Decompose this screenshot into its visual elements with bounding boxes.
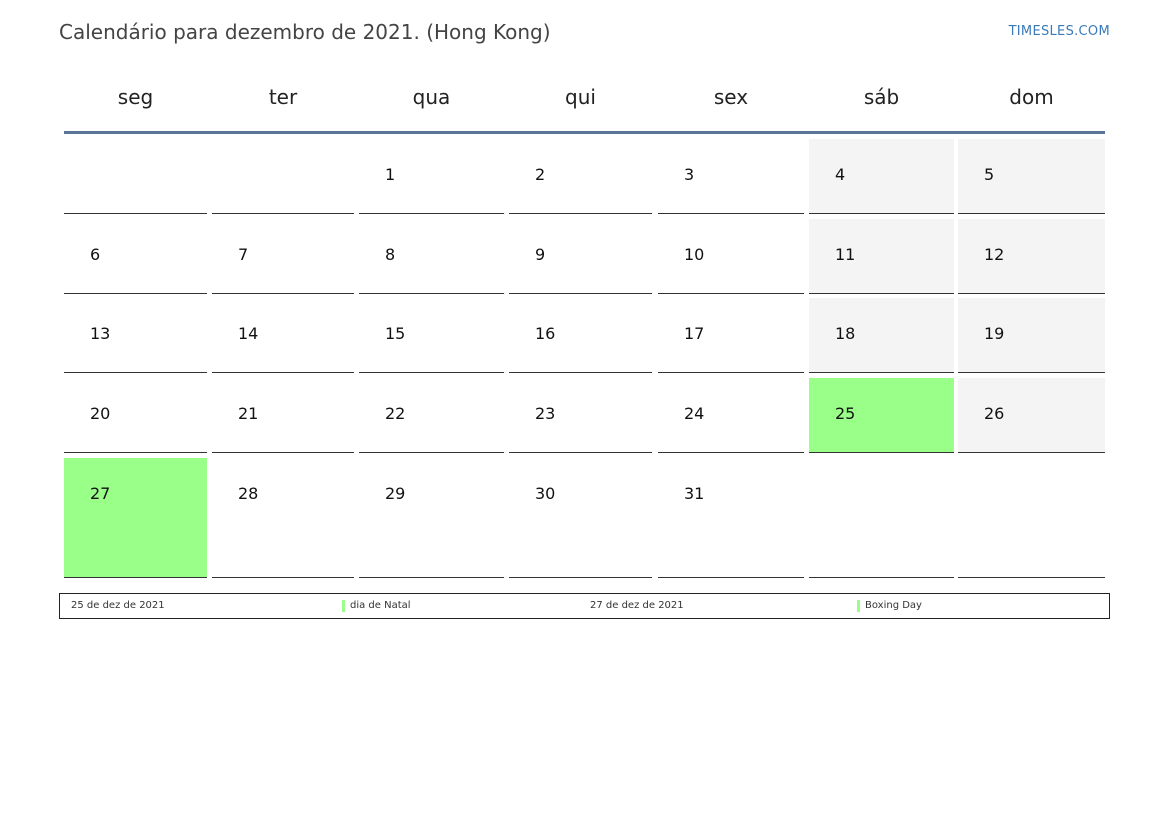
day-number: 11	[835, 245, 856, 264]
day-cell-22[interactable]: 22	[359, 378, 504, 453]
day-cell-5[interactable]: 5	[958, 139, 1105, 214]
day-cell-3[interactable]: 3	[658, 139, 804, 214]
day-cell-29[interactable]: 29	[359, 458, 504, 578]
day-number: 22	[385, 404, 406, 423]
day-number: 16	[535, 324, 556, 343]
empty-day-cell	[212, 139, 354, 214]
day-number: 31	[684, 484, 705, 503]
day-cell-9[interactable]: 9	[509, 219, 652, 294]
day-number: 4	[835, 165, 846, 184]
day-cell-23[interactable]: 23	[509, 378, 652, 453]
day-number: 27	[90, 484, 111, 503]
day-cell-7[interactable]: 7	[212, 219, 354, 294]
day-cell-13[interactable]: 13	[64, 298, 207, 373]
day-cell-6[interactable]: 6	[64, 219, 207, 294]
day-number: 19	[984, 324, 1005, 343]
holiday-legend: 25 de dez de 2021 dia de Natal 27 de dez…	[59, 593, 1110, 619]
day-cell-27[interactable]: 27	[64, 458, 207, 578]
weekday-header-row: seg ter qua qui sex sáb dom	[64, 85, 1105, 115]
day-number: 2	[535, 165, 546, 184]
page-title: Calendário para dezembro de 2021. (Hong …	[59, 20, 551, 44]
day-cell-11[interactable]: 11	[809, 219, 954, 294]
day-cell-24[interactable]: 24	[658, 378, 804, 453]
weekday-header-0: seg	[117, 85, 154, 109]
day-number: 23	[535, 404, 556, 423]
day-cell-26[interactable]: 26	[958, 378, 1105, 453]
legend-color-marker-1	[342, 600, 345, 612]
day-number: 29	[385, 484, 406, 503]
day-number: 17	[684, 324, 705, 343]
day-number: 13	[90, 324, 111, 343]
day-cell-17[interactable]: 17	[658, 298, 804, 373]
day-number: 1	[385, 165, 396, 184]
legend-date-2: 27 de dez de 2021	[590, 600, 684, 611]
day-number: 25	[835, 404, 856, 423]
legend-color-marker-2	[857, 600, 860, 612]
day-number: 7	[238, 245, 249, 264]
day-cell-19[interactable]: 19	[958, 298, 1105, 373]
weekday-header-1: ter	[268, 85, 298, 109]
day-cell-14[interactable]: 14	[212, 298, 354, 373]
day-number: 9	[535, 245, 546, 264]
day-cell-16[interactable]: 16	[509, 298, 652, 373]
empty-day-cell	[809, 458, 954, 578]
legend-name-1: dia de Natal	[350, 600, 411, 611]
day-cell-20[interactable]: 20	[64, 378, 207, 453]
day-number: 5	[984, 165, 995, 184]
day-cell-12[interactable]: 12	[958, 219, 1105, 294]
day-number: 10	[684, 245, 705, 264]
day-cell-15[interactable]: 15	[359, 298, 504, 373]
legend-date-1: 25 de dez de 2021	[71, 600, 165, 611]
day-cell-31[interactable]: 31	[658, 458, 804, 578]
day-cell-1[interactable]: 1	[359, 139, 504, 214]
day-number: 18	[835, 324, 856, 343]
day-number: 30	[535, 484, 556, 503]
day-cell-10[interactable]: 10	[658, 219, 804, 294]
day-number: 8	[385, 245, 396, 264]
day-number: 3	[684, 165, 695, 184]
day-cell-30[interactable]: 30	[509, 458, 652, 578]
day-number: 28	[238, 484, 259, 503]
day-cell-18[interactable]: 18	[809, 298, 954, 373]
site-link[interactable]: TIMESLES.COM	[1008, 24, 1110, 39]
day-number: 6	[90, 245, 101, 264]
header-divider	[64, 131, 1105, 134]
empty-day-cell	[958, 458, 1105, 578]
day-number: 14	[238, 324, 259, 343]
day-number: 24	[684, 404, 705, 423]
day-cell-8[interactable]: 8	[359, 219, 504, 294]
weekday-header-4: sex	[713, 85, 749, 109]
day-number: 26	[984, 404, 1005, 423]
day-cell-25[interactable]: 25	[809, 378, 954, 453]
weekday-header-6: dom	[1009, 85, 1054, 109]
day-number: 21	[238, 404, 259, 423]
weekday-header-5: sáb	[863, 85, 900, 109]
weekday-header-3: qui	[565, 85, 596, 109]
day-cell-28[interactable]: 28	[212, 458, 354, 578]
day-number: 12	[984, 245, 1005, 264]
day-cell-4[interactable]: 4	[809, 139, 954, 214]
day-number: 20	[90, 404, 111, 423]
weekday-header-2: qua	[412, 85, 451, 109]
empty-day-cell	[64, 139, 207, 214]
legend-name-2: Boxing Day	[865, 600, 922, 611]
day-cell-21[interactable]: 21	[212, 378, 354, 453]
day-cell-2[interactable]: 2	[509, 139, 652, 214]
day-number: 15	[385, 324, 406, 343]
